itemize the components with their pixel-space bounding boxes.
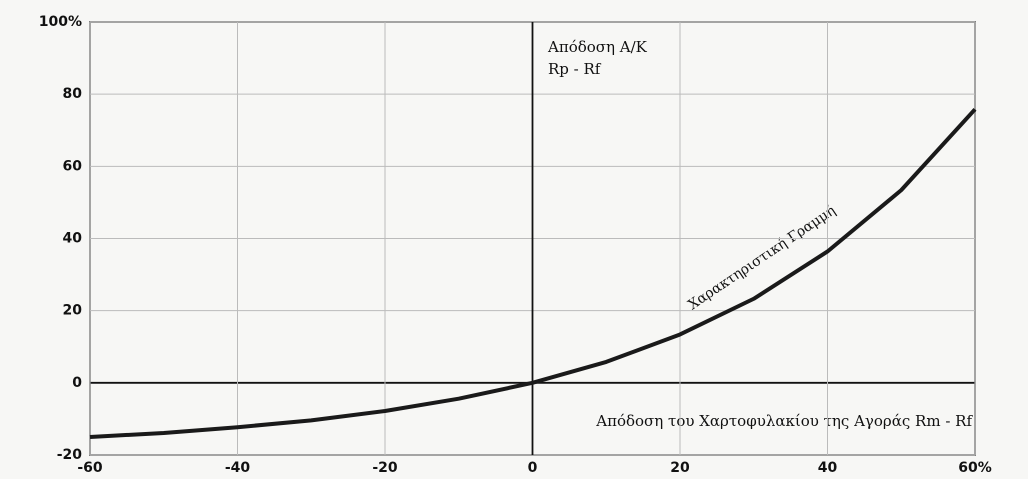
x-tick-label: 0 (528, 460, 538, 476)
x-tick-label: 60% (958, 460, 992, 476)
x-tick-label: 20 (670, 460, 690, 476)
x-tick-label: -20 (372, 460, 398, 476)
annotation: Απόδοση Α/Κ (547, 38, 648, 56)
y-tick-label: -20 (57, 447, 83, 463)
y-tick-label: 40 (63, 231, 83, 247)
y-tick-label: 60 (63, 158, 83, 174)
x-axis-label: Απόδοση του Χαρτοφυλακίου της Αγοράς Rm … (595, 412, 973, 430)
y-tick-label: 100% (39, 14, 82, 30)
x-tick-label: -60 (77, 460, 103, 476)
y-tick-label: 0 (72, 375, 82, 391)
data-line (89, 107, 977, 439)
x-tick-label: 40 (818, 460, 838, 476)
x-tick-label: -40 (225, 460, 251, 476)
y-tick-label: 80 (63, 86, 83, 102)
y-tick-label: 20 (63, 303, 83, 319)
y-axis-label: Rp - Rf (548, 60, 602, 78)
